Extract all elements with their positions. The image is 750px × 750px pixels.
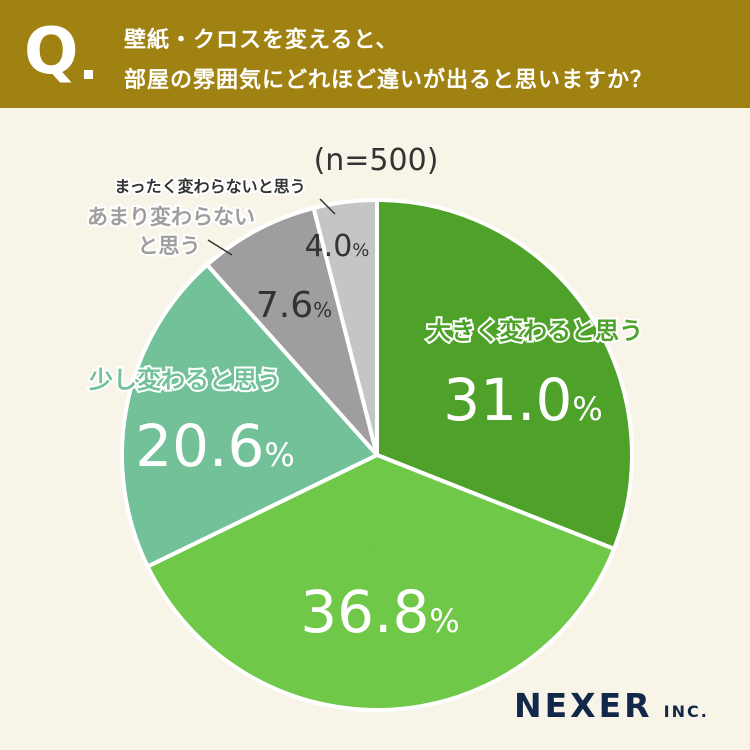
question-header: Q 壁紙・クロスを変えると、 部屋の雰囲気にどれほど違いが出ると思いますか？ xyxy=(0,0,750,108)
slice-5-leader-line xyxy=(319,198,336,215)
pie-slice-2 xyxy=(145,453,617,712)
question-q-dot xyxy=(84,70,93,79)
slice-value-2: 36.8% xyxy=(300,578,460,646)
sample-size-note: (n=500) xyxy=(314,143,439,178)
pie-slice-5 xyxy=(311,198,379,457)
slice-label-5: まったく変わらないと思う xyxy=(114,177,305,196)
slice-label-4-line-1: あまり変わらない xyxy=(87,205,255,229)
question-q-mark: Q xyxy=(24,15,79,89)
question-text-line2: 部屋の雰囲気にどれほど違いが出ると思いますか？ xyxy=(124,68,654,93)
slice-4-leader-line xyxy=(207,239,233,256)
pie-slice-1 xyxy=(375,198,634,551)
slice-label-4-line-2: と思う xyxy=(138,234,201,258)
pie-slice-4 xyxy=(205,206,379,457)
pie-slice-3 xyxy=(120,262,379,569)
logo-main-text: NEXER xyxy=(514,686,653,725)
slice-label-1: 大きく変わると思う xyxy=(427,317,643,345)
slice-value-5: 4.0% xyxy=(305,229,370,264)
logo-sub-text: INC. xyxy=(663,702,709,721)
slice-label-3: 少し変わると思う xyxy=(88,366,281,394)
nexer-logo: NEXER INC. xyxy=(514,686,709,725)
slice-value-3: 20.6% xyxy=(135,412,295,480)
slice-label-2: ある程度変わると思う xyxy=(265,538,505,566)
slice-value-4: 7.6% xyxy=(256,285,332,326)
slice-value-1: 31.0% xyxy=(443,366,603,434)
question-text-line1: 壁紙・クロスを変えると、 xyxy=(124,28,399,53)
